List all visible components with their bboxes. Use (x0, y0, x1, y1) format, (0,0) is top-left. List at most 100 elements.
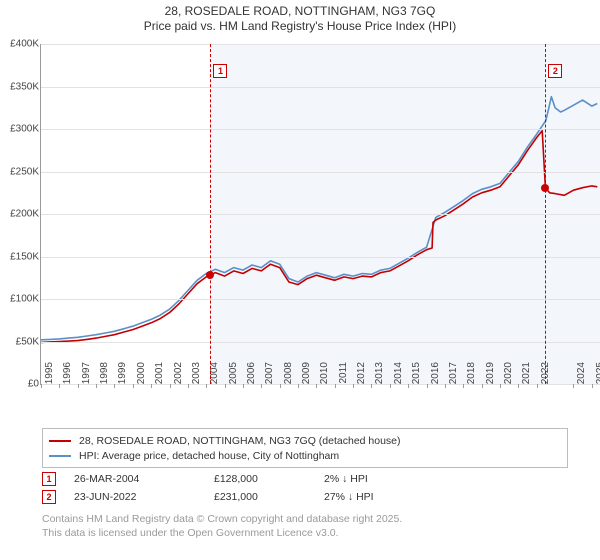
gridline-horizontal (41, 129, 600, 130)
event-row-2: 2 23-JUN-2022 £231,000 27% ↓ HPI (42, 488, 562, 506)
y-axis-label: £250K (1, 166, 39, 177)
x-axis-label: 2018 (466, 362, 477, 390)
x-axis-tick (500, 384, 501, 388)
x-axis-label: 2016 (430, 362, 441, 390)
x-axis-label: 2025 (595, 362, 600, 390)
x-axis-tick (335, 384, 336, 388)
x-axis-label: 2020 (503, 362, 514, 390)
legend-swatch-price-paid (49, 440, 71, 442)
event-marker-1: 1 (42, 472, 56, 486)
x-axis-label: 2014 (393, 362, 404, 390)
sale-point-dot (206, 271, 214, 279)
x-axis-tick (243, 384, 244, 388)
event-date-2: 23-JUN-2022 (74, 491, 214, 503)
event-date-1: 26-MAR-2004 (74, 473, 214, 485)
x-axis-tick (261, 384, 262, 388)
x-axis-tick (427, 384, 428, 388)
y-axis-label: £300K (1, 124, 39, 135)
gridline-horizontal (41, 214, 600, 215)
x-axis-tick (408, 384, 409, 388)
y-axis-label: £50K (1, 336, 39, 347)
x-axis-tick (518, 384, 519, 388)
x-axis-label: 2012 (356, 362, 367, 390)
x-axis-tick (390, 384, 391, 388)
x-axis-tick (96, 384, 97, 388)
x-axis-tick (445, 384, 446, 388)
x-axis-tick (78, 384, 79, 388)
legend-box: 28, ROSEDALE ROAD, NOTTINGHAM, NG3 7GQ (… (42, 428, 568, 468)
x-axis-label: 2005 (228, 362, 239, 390)
gridline-horizontal (41, 299, 600, 300)
gridline-horizontal (41, 342, 600, 343)
x-axis-tick (206, 384, 207, 388)
event-note-1: 2% ↓ HPI (324, 473, 562, 485)
marker-number-box: 1 (213, 64, 227, 78)
x-axis-label: 2001 (154, 362, 165, 390)
y-axis-label: £400K (1, 39, 39, 50)
y-axis-label: £200K (1, 209, 39, 220)
x-axis-label: 2003 (191, 362, 202, 390)
events-table: 1 26-MAR-2004 £128,000 2% ↓ HPI 2 23-JUN… (42, 470, 562, 506)
x-axis-label: 2019 (485, 362, 496, 390)
x-axis-tick (592, 384, 593, 388)
x-axis-label: 2021 (521, 362, 532, 390)
x-axis-label: 2017 (448, 362, 459, 390)
x-axis-tick (298, 384, 299, 388)
x-axis-tick (225, 384, 226, 388)
marker-vline (210, 44, 211, 384)
event-price-1: £128,000 (214, 473, 324, 485)
x-axis-label: 1996 (62, 362, 73, 390)
x-axis-tick (170, 384, 171, 388)
series-price-paid-line (41, 131, 597, 343)
x-axis-label: 2011 (338, 362, 349, 390)
marker-vline (545, 44, 546, 384)
x-axis-label: 2024 (576, 362, 587, 390)
gridline-horizontal (41, 172, 600, 173)
x-axis-tick (316, 384, 317, 388)
legend-swatch-hpi (49, 455, 71, 457)
x-axis-tick (41, 384, 42, 388)
y-axis-label: £0 (1, 379, 39, 390)
event-marker-2: 2 (42, 490, 56, 504)
x-axis-label: 2008 (283, 362, 294, 390)
gridline-horizontal (41, 44, 600, 45)
series-hpi-line (41, 97, 597, 340)
x-axis-tick (114, 384, 115, 388)
plot-region: £0£50K£100K£150K£200K£250K£300K£350K£400… (40, 44, 600, 385)
legend-item-hpi: HPI: Average price, detached house, City… (49, 448, 561, 463)
x-axis-label: 1999 (117, 362, 128, 390)
x-axis-tick (59, 384, 60, 388)
x-axis-tick (463, 384, 464, 388)
x-axis-tick (573, 384, 574, 388)
x-axis-label: 2009 (301, 362, 312, 390)
footer-attribution: Contains HM Land Registry data © Crown c… (42, 512, 578, 540)
footer-line-1: Contains HM Land Registry data © Crown c… (42, 512, 578, 526)
x-axis-tick (482, 384, 483, 388)
sale-point-dot (541, 184, 549, 192)
chart-area: £0 £50K £100K £150K £200K £250K £300K £350K £400… (0, 40, 600, 420)
y-axis-label: £100K (1, 294, 39, 305)
x-axis-tick (151, 384, 152, 388)
x-axis-tick (133, 384, 134, 388)
y-axis-label: £350K (1, 81, 39, 92)
x-axis-label: 2015 (411, 362, 422, 390)
marker-number-box: 2 (548, 64, 562, 78)
title-address: 28, ROSEDALE ROAD, NOTTINGHAM, NG3 7GQ (0, 4, 600, 19)
x-axis-label: 2002 (173, 362, 184, 390)
x-axis-label: 2010 (319, 362, 330, 390)
x-axis-tick (537, 384, 538, 388)
x-axis-tick (280, 384, 281, 388)
x-axis-tick (353, 384, 354, 388)
x-axis-tick (371, 384, 372, 388)
x-axis-tick (188, 384, 189, 388)
x-axis-label: 2000 (136, 362, 147, 390)
gridline-horizontal (41, 257, 600, 258)
event-note-2: 27% ↓ HPI (324, 491, 562, 503)
chart-title: 28, ROSEDALE ROAD, NOTTINGHAM, NG3 7GQ P… (0, 4, 600, 34)
footer-line-2: This data is licensed under the Open Gov… (42, 526, 578, 540)
legend-label-hpi: HPI: Average price, detached house, City… (79, 450, 339, 462)
legend-label-price-paid: 28, ROSEDALE ROAD, NOTTINGHAM, NG3 7GQ (… (79, 435, 401, 447)
x-axis-label: 2007 (264, 362, 275, 390)
y-axis-label: £150K (1, 251, 39, 262)
x-axis-label: 2006 (246, 362, 257, 390)
